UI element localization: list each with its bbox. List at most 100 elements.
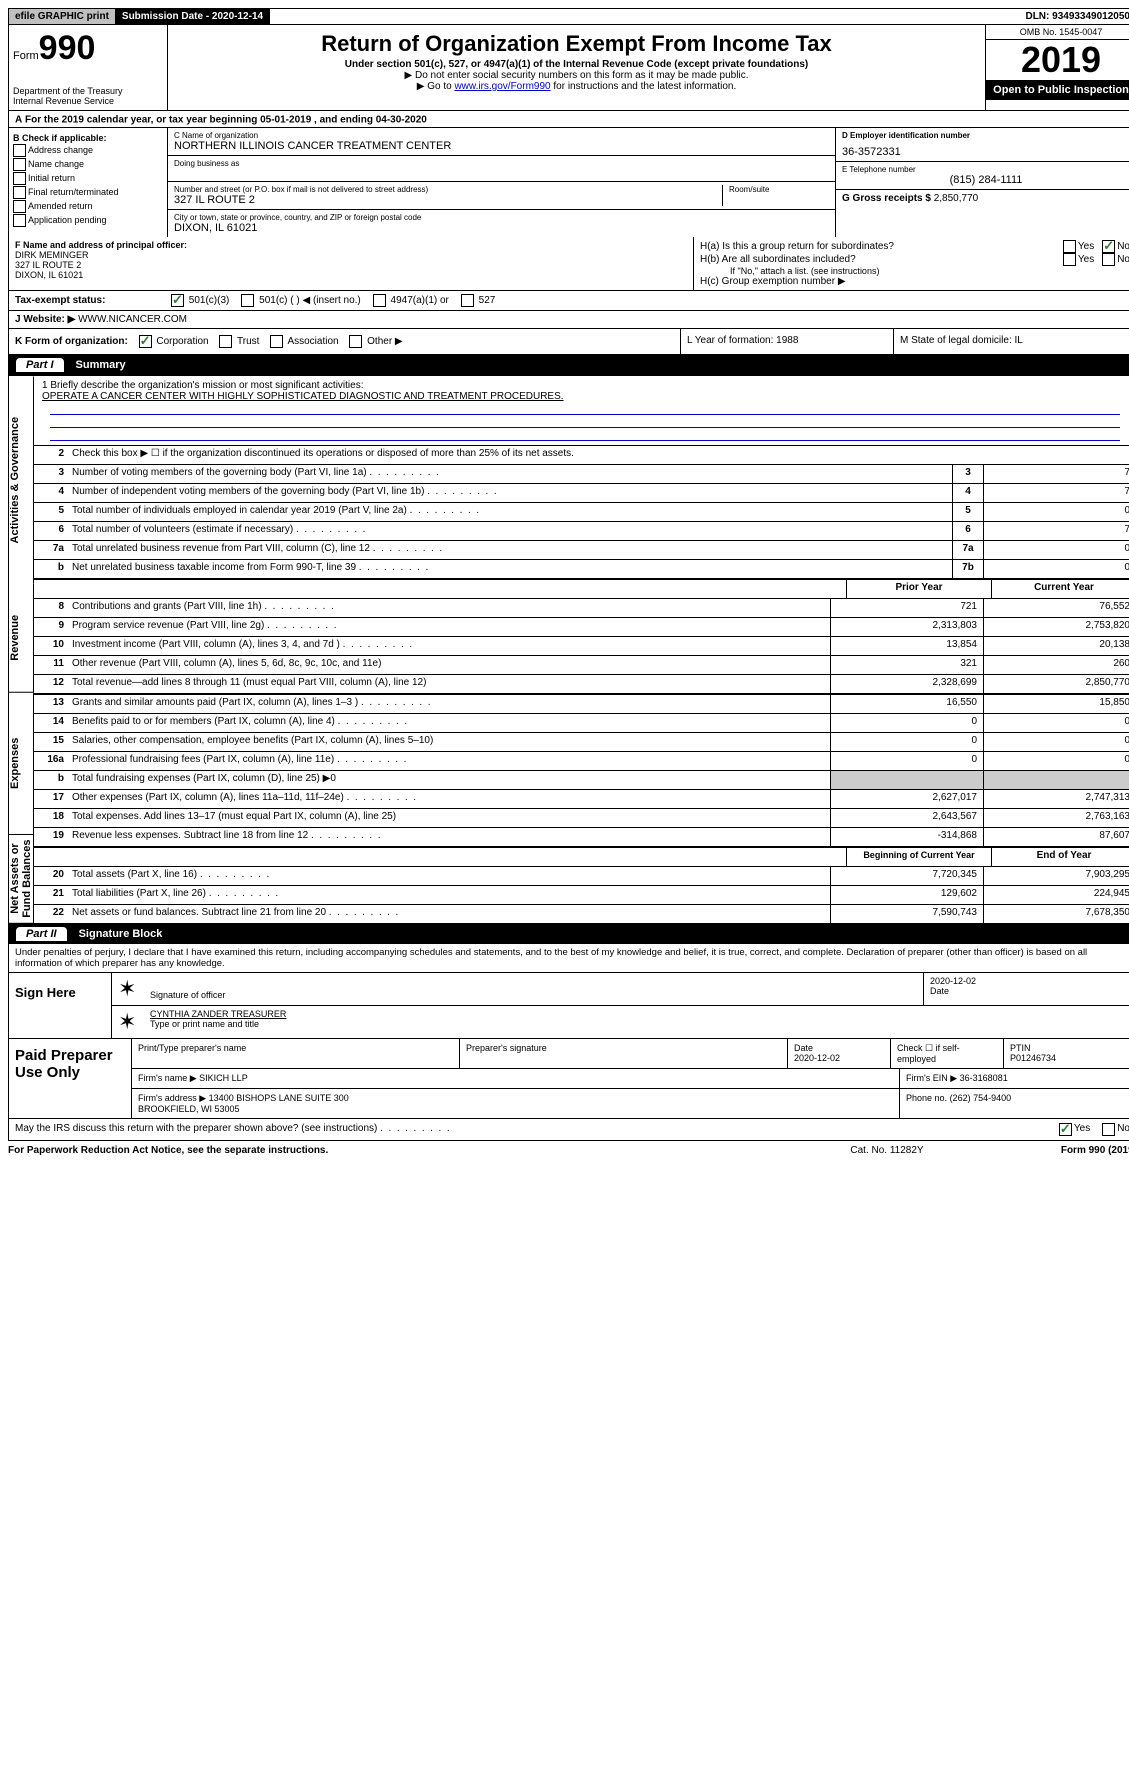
form-title: Return of Organization Exempt From Incom… (176, 31, 977, 57)
sig-name-label: Type or print name and title (150, 1019, 1129, 1029)
501c3-checkbox[interactable] (171, 294, 184, 307)
line7b-val: 0 (983, 560, 1129, 578)
501c-checkbox[interactable] (241, 294, 254, 307)
subtitle-3: ▶ Go to www.irs.gov/Form990 for instruct… (176, 81, 977, 92)
line12-curr: 2,850,770 (983, 675, 1129, 693)
hb-yes: Yes (1078, 254, 1094, 265)
preparer-date-val: 2020-12-02 (794, 1053, 840, 1063)
final-return-checkbox[interactable] (13, 186, 26, 199)
line16a-prior: 0 (830, 752, 983, 770)
current-year-header: Current Year (991, 580, 1129, 598)
footer: For Paperwork Reduction Act Notice, see … (8, 1141, 1129, 1160)
ha-no-checkbox[interactable] (1102, 240, 1115, 253)
line5-val: 0 (983, 503, 1129, 521)
line16b-desc: Total fundraising expenses (Part IX, col… (68, 771, 830, 789)
line5-desc: Total number of individuals employed in … (68, 503, 952, 521)
firm-phone-label: Phone no. (906, 1093, 947, 1103)
form-number: 990 (39, 29, 96, 67)
line13-prior: 16,550 (830, 695, 983, 713)
line7a-desc: Total unrelated business revenue from Pa… (68, 541, 952, 559)
line21-curr: 224,945 (983, 886, 1129, 904)
corp-checkbox[interactable] (139, 335, 152, 348)
app-pending-checkbox[interactable] (13, 214, 26, 227)
line6-val: 7 (983, 522, 1129, 540)
line17-curr: 2,747,313 (983, 790, 1129, 808)
corp-label: Corporation (156, 336, 208, 347)
tax-status-row: Tax-exempt status: 501(c)(3) 501(c) ( ) … (8, 291, 1129, 311)
name-change-label: Name change (28, 159, 84, 169)
addr-change-label: Address change (28, 145, 93, 155)
line13-desc: Grants and similar amounts paid (Part IX… (68, 695, 830, 713)
line19-desc: Revenue less expenses. Subtract line 18 … (68, 828, 830, 846)
discuss-yes: Yes (1074, 1123, 1090, 1136)
phone-value: (815) 284-1111 (842, 174, 1129, 186)
check-applicable: B Check if applicable: Address change Na… (9, 128, 168, 237)
declaration-text: Under penalties of perjury, I declare th… (8, 944, 1129, 972)
mission-text: OPERATE A CANCER CENTER WITH HIGHLY SOPH… (42, 391, 1128, 402)
f-h-row: F Name and address of principal officer:… (8, 237, 1129, 291)
inspection-notice: Open to Public Inspection (986, 80, 1129, 100)
line22-curr: 7,678,350 (983, 905, 1129, 923)
preparer-date-header: Date (794, 1043, 813, 1053)
rule3 (50, 428, 1120, 441)
other-label: Other ▶ (367, 336, 402, 347)
discuss-yes-checkbox[interactable] (1059, 1123, 1072, 1136)
discuss-no: No (1117, 1123, 1129, 1136)
efile-label[interactable]: efile GRAPHIC print (9, 9, 116, 24)
website-value: WWW.NICANCER.COM (78, 314, 187, 325)
discuss-no-checkbox[interactable] (1102, 1123, 1115, 1136)
hb-no-checkbox[interactable] (1102, 253, 1115, 266)
initial-return-checkbox[interactable] (13, 172, 26, 185)
assoc-checkbox[interactable] (270, 335, 283, 348)
rule1 (50, 402, 1120, 415)
paid-preparer-block: Paid Preparer Use Only Print/Type prepar… (8, 1039, 1129, 1119)
ha-yes-checkbox[interactable] (1063, 240, 1076, 253)
line22-desc: Net assets or fund balances. Subtract li… (68, 905, 830, 923)
part1-header: Part I Summary (8, 355, 1129, 375)
side-netassets: Net Assets or Fund Balances (9, 835, 34, 924)
line15-desc: Salaries, other compensation, employee b… (68, 733, 830, 751)
instructions-link[interactable]: www.irs.gov/Form990 (454, 81, 550, 92)
k-row: K Form of organization: Corporation Trus… (8, 329, 1129, 355)
part1-tab: Part I (16, 358, 64, 372)
line20-prior: 7,720,345 (830, 867, 983, 885)
dept-label: Department of the Treasury Internal Reve… (13, 86, 163, 106)
org-name-label: C Name of organization (174, 131, 829, 140)
org-block: B Check if applicable: Address change Na… (8, 128, 1129, 237)
firm-ein-label: Firm's EIN ▶ (906, 1073, 957, 1083)
line15-curr: 0 (983, 733, 1129, 751)
rule2 (50, 415, 1120, 428)
hb-label: H(b) Are all subordinates included? (700, 254, 1063, 265)
omb-number: OMB No. 1545-0047 (986, 25, 1129, 40)
line16a-desc: Professional fundraising fees (Part IX, … (68, 752, 830, 770)
goto-post: for instructions and the latest informat… (551, 81, 737, 92)
ein-label: D Employer identification number (842, 131, 1129, 140)
ha-yes: Yes (1078, 241, 1094, 252)
hb-no: No (1117, 254, 1129, 265)
line21-desc: Total liabilities (Part X, line 26) (68, 886, 830, 904)
name-change-checkbox[interactable] (13, 158, 26, 171)
line21-prior: 129,602 (830, 886, 983, 904)
tax-period: A For the 2019 calendar year, or tax yea… (8, 111, 1129, 128)
line4-val: 7 (983, 484, 1129, 502)
city-value: DIXON, IL 61021 (174, 222, 829, 234)
subtitle-2: ▶ Do not enter social security numbers o… (176, 70, 977, 81)
trust-checkbox[interactable] (219, 335, 232, 348)
addr-change-checkbox[interactable] (13, 144, 26, 157)
part1-title: Summary (76, 359, 126, 371)
line8-prior: 721 (830, 599, 983, 617)
line10-prior: 13,854 (830, 637, 983, 655)
527-label: 527 (479, 295, 496, 306)
amended-checkbox[interactable] (13, 200, 26, 213)
other-checkbox[interactable] (349, 335, 362, 348)
line11-prior: 321 (830, 656, 983, 674)
end-year-header: End of Year (991, 848, 1129, 866)
assoc-label: Association (287, 336, 338, 347)
part2-title: Signature Block (79, 928, 163, 940)
sign-here-label: Sign Here (9, 973, 112, 1038)
527-checkbox[interactable] (461, 294, 474, 307)
website-label: J Website: ▶ (15, 314, 75, 325)
phone-label: E Telephone number (842, 165, 1129, 174)
4947-checkbox[interactable] (373, 294, 386, 307)
hb-yes-checkbox[interactable] (1063, 253, 1076, 266)
